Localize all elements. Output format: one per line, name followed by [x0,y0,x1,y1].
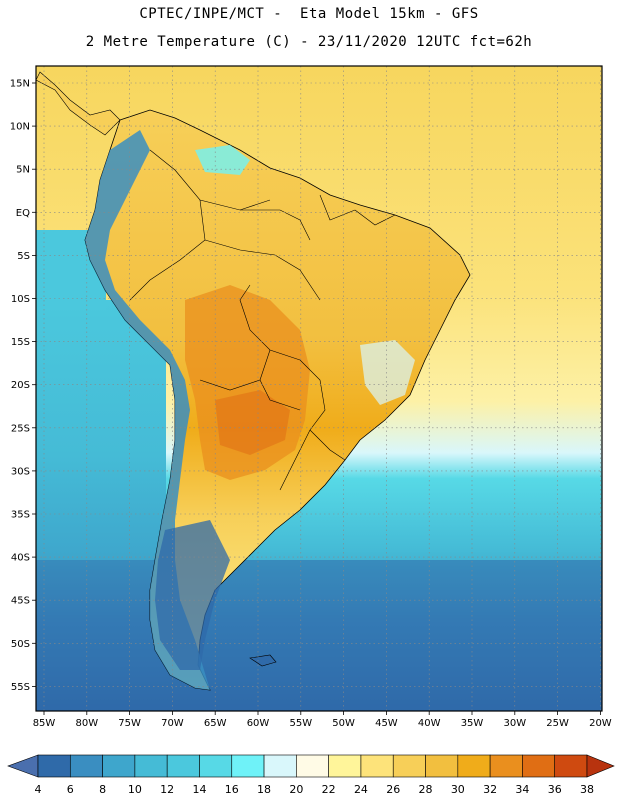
lon-label: 20W [589,718,612,729]
lon-label: 45W [375,718,398,729]
lon-label: 40W [418,718,441,729]
lat-label: 45S [11,596,30,607]
legend-value-label: 20 [289,783,303,796]
legend-swatch [102,754,136,778]
lat-label: 25S [11,423,30,434]
legend-swatch [231,754,265,778]
lon-label: 55W [289,718,312,729]
central-america-land [36,71,121,136]
lon-label: 25W [546,718,569,729]
legend-swatch [522,754,556,778]
lon-label: 60W [247,718,270,729]
legend-value-label: 18 [257,783,271,796]
legend-swatch [166,754,200,778]
legend-swatch [425,754,459,778]
lat-label: 15N [10,79,30,90]
highland-cool-patch [195,145,250,175]
lon-label: 70W [161,718,184,729]
title-line-2: 2 Metre Temperature (C) - 23/11/2020 12U… [85,34,533,50]
patagonia-cool [155,520,230,670]
east-coast-cool-patch [360,340,415,405]
title-line-1: CPTEC/INPE/MCT - Eta Model 15km - GFS [139,6,479,22]
lat-label: 5S [17,251,30,262]
legend-swatch [134,754,168,778]
graticule [32,66,602,715]
legend-value-label: 16 [225,783,239,796]
legend-value-label: 36 [548,783,562,796]
legend-value-label: 30 [451,783,465,796]
legend-value-label: 8 [99,783,106,796]
legend-swatch [37,754,71,778]
legend-arrow-right [586,754,615,778]
legend-value-label: 4 [35,783,42,796]
lat-label: 20S [11,380,30,391]
legend-value-label: 24 [354,783,368,796]
lat-label: 10S [11,294,30,305]
legend-value-label: 38 [580,783,594,796]
latitude-labels: 15N 10N 5N EQ 5S 10S 15S 20S 25S 30S 35S 40S 45S 50S 5… [10,79,30,693]
lat-label: 15S [11,337,30,348]
legend-swatch [554,754,588,778]
lon-label: 50W [332,718,355,729]
legend-swatch [69,754,103,778]
legend-swatch [392,754,426,778]
legend-value-label: 32 [483,783,497,796]
legend-swatch [199,754,233,778]
map-frame [35,65,603,712]
legend-value-label: 34 [515,783,529,796]
legend-swatch [360,754,394,778]
legend-value-label: 28 [419,783,433,796]
lon-label: 80W [75,718,98,729]
legend-swatch [296,754,329,778]
lon-label: 85W [33,718,56,729]
legend-swatch [457,754,491,778]
longitude-labels: 85W 80W 75W 70W 65W 60W 55W 50W 45W 40W 35W 30W 25W 2… [33,718,612,729]
legend-swatch [263,754,297,778]
lat-label: 35S [11,510,30,521]
pacific-field [36,300,166,560]
legend-value-label: 22 [322,783,336,796]
lat-label: 30S [11,466,30,477]
lon-label: 75W [118,718,141,729]
lon-label: 35W [461,718,484,729]
hot-core [215,390,290,455]
lon-label: 30W [503,718,526,729]
lat-label: 40S [11,553,30,564]
falkland-islands [249,654,277,667]
lat-label: 5N [16,165,30,176]
legend-arrow-left [7,754,39,778]
legend-value-label: 26 [386,783,400,796]
lat-label: 50S [11,639,30,650]
legend-swatch [328,754,362,778]
legend-swatch [489,754,523,778]
andes-strip [85,130,210,690]
lat-label: EQ [16,208,30,219]
legend-value-label: 14 [192,783,206,796]
country-borders [129,149,396,491]
pacific-south-field [36,560,602,711]
legend-value-label: 10 [128,783,142,796]
lat-label: 55S [11,682,30,693]
legend-value-label: 12 [160,783,174,796]
lon-label: 65W [204,718,227,729]
legend-value-label: 6 [67,783,74,796]
lat-label: 10N [10,122,30,133]
